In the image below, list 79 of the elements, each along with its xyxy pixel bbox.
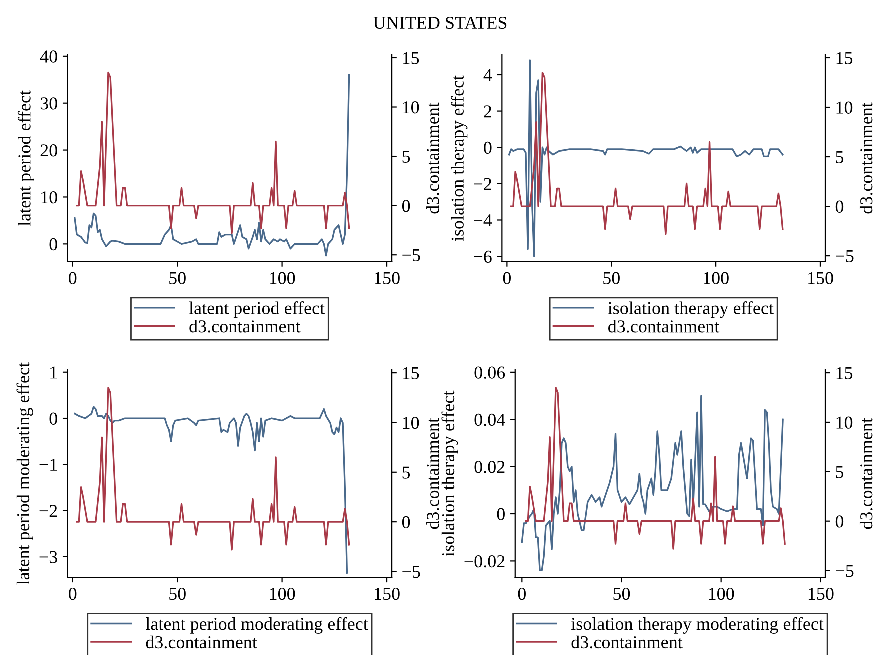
line-series	[521, 395, 784, 572]
x-tick-label: 150	[808, 588, 834, 600]
y2-tick-label: 10	[836, 102, 853, 114]
y-tick-label: 10	[42, 191, 58, 204]
y-tick-label: 0	[497, 508, 505, 520]
x-tick-label: 0	[518, 588, 526, 600]
x-tick-label: 150	[808, 272, 834, 284]
y-tick-label: −3	[40, 551, 58, 564]
y2-tick-label: 15	[403, 367, 420, 380]
x-tick-label: 0	[69, 588, 77, 600]
y2-tick-label: −5	[836, 250, 854, 262]
x-tick-label: 0	[69, 272, 77, 284]
y-tick-label: −2	[474, 178, 492, 190]
y2-tick-label: 5	[402, 150, 410, 163]
y-axis-title: isolation therapy effect	[451, 76, 468, 242]
y2-tick-label: 15	[836, 52, 853, 64]
y2-tick-label: 5	[836, 151, 844, 164]
line-series	[76, 387, 350, 551]
x-tick-label: 50	[614, 588, 630, 600]
y-tick-label: 20	[40, 144, 58, 157]
legend-label: d3.containment	[190, 320, 301, 333]
x-tick-label: 50	[604, 272, 620, 284]
y2-axis-title: d3.containment	[860, 102, 873, 214]
legend-label: latent period effect	[189, 302, 325, 318]
y2-tick-label: 0	[836, 516, 844, 528]
y-tick-label: −2	[40, 505, 58, 518]
y2-tick-label: 0	[836, 200, 844, 213]
y-tick-label: 4	[484, 69, 492, 82]
line-series	[525, 387, 786, 550]
legend-label: d3.containment	[608, 320, 720, 333]
y-tick-label: 0	[50, 412, 58, 425]
y2-axis-title: d3.containment	[860, 418, 873, 530]
x-tick-label: 100	[709, 588, 734, 600]
y2-tick-label: 0	[402, 200, 410, 212]
y2-tick-label: −5	[836, 565, 854, 578]
y-tick-label: −6	[474, 250, 492, 263]
text: UNITED STATES	[374, 16, 507, 30]
y-tick-label: 0	[484, 142, 492, 154]
x-tick-label: 50	[170, 588, 186, 600]
y2-axis-title: d3.containment	[426, 418, 440, 530]
x-tick-label: 100	[704, 272, 729, 284]
y2-tick-label: 10	[836, 416, 853, 429]
x-tick-label: 100	[270, 272, 296, 284]
legend-label: isolation therapy moderating effect	[571, 617, 824, 634]
y2-axis-title: d3.containment	[426, 102, 440, 214]
y2-tick-label: −5	[402, 566, 420, 578]
x-tick-label: 100	[270, 588, 296, 600]
y-axis-title: latent period moderating effect	[16, 362, 34, 585]
y-tick-label: −0.02	[464, 555, 505, 568]
y-tick-label: 0.04	[474, 414, 506, 426]
line-series	[508, 60, 784, 258]
y2-tick-label: −5	[402, 250, 420, 262]
y-tick-label: 40	[40, 50, 58, 63]
y-tick-label: 30	[40, 98, 58, 110]
legend-label: d3.containment	[572, 636, 683, 649]
y-axis-title: isolation therapy effect	[442, 390, 458, 557]
y-tick-label: −1	[40, 459, 58, 471]
y2-tick-label: 15	[836, 367, 853, 380]
y-tick-label: 2	[484, 106, 492, 118]
y-axis-title: latent period effect	[18, 90, 35, 226]
y-tick-label: −4	[474, 214, 492, 227]
line-series	[510, 72, 784, 236]
x-tick-label: 50	[170, 272, 186, 284]
y-tick-label: 0	[50, 238, 58, 251]
y-tick-label: 0.02	[474, 461, 505, 474]
y-tick-label: 0.06	[474, 366, 506, 379]
y2-tick-label: 5	[402, 466, 410, 479]
legend-label: latent period moderating effect	[146, 617, 368, 634]
x-tick-label: 150	[375, 272, 400, 284]
line-series	[74, 406, 348, 574]
y2-tick-label: 10	[403, 102, 420, 114]
y2-tick-label: 10	[403, 416, 420, 430]
y2-tick-label: 5	[836, 466, 844, 478]
legend-label: isolation therapy effect	[608, 302, 774, 318]
x-tick-label: 150	[375, 588, 400, 600]
y2-tick-label: 15	[403, 52, 420, 64]
legend-label: d3.containment	[146, 636, 258, 649]
y-tick-label: 1	[50, 366, 58, 379]
y2-tick-label: 0	[402, 516, 410, 529]
